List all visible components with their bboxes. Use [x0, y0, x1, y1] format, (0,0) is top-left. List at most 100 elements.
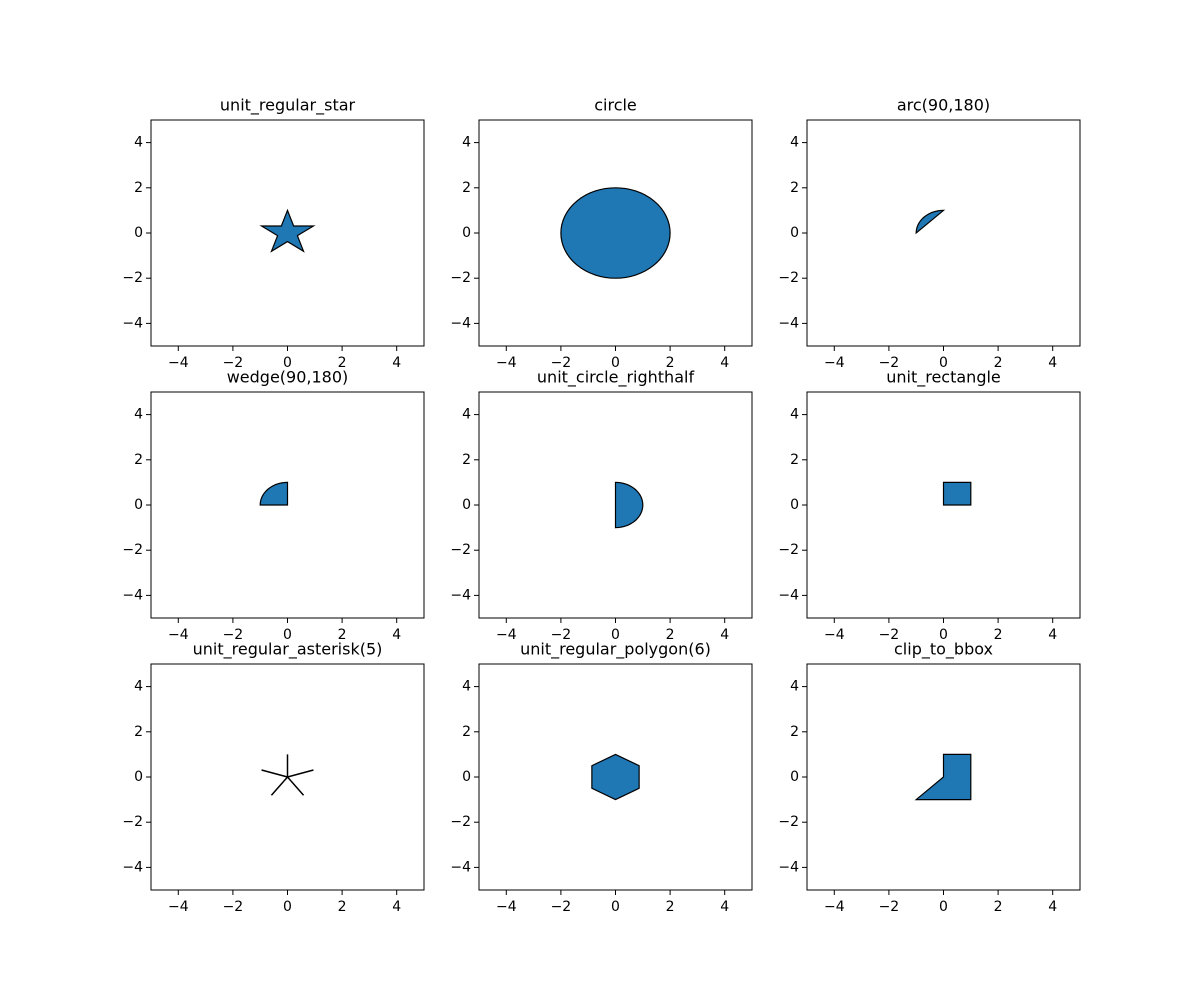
y-tick-label: 4 — [462, 407, 471, 423]
y-tick-label: −2 — [122, 542, 143, 558]
shape — [914, 753, 972, 801]
x-tick-label: −4 — [168, 627, 189, 643]
chart-title: unit_regular_star — [220, 96, 356, 116]
y-tick-label: 4 — [134, 679, 143, 695]
y-tick-label: −2 — [450, 814, 471, 830]
y-tick-label: 2 — [462, 724, 471, 740]
chart-title: unit_rectangle — [886, 368, 1001, 388]
chart-title: circle — [594, 96, 637, 115]
x-tick-label: 2 — [666, 355, 675, 371]
x-tick-label: −2 — [223, 627, 244, 643]
x-tick-label: 2 — [666, 899, 675, 915]
shape — [560, 187, 671, 279]
y-tick-label: −4 — [450, 859, 471, 875]
x-tick-label: 4 — [392, 355, 401, 371]
y-tick-label: 2 — [462, 452, 471, 468]
y-tick-label: 4 — [134, 407, 143, 423]
y-tick-label: 0 — [134, 769, 143, 785]
y-tick-label: 2 — [790, 724, 799, 740]
x-tick-label: −2 — [879, 627, 900, 643]
y-tick-label: 0 — [790, 769, 799, 785]
x-tick-label: 2 — [666, 627, 675, 643]
x-tick-label: −4 — [168, 355, 189, 371]
shape — [614, 481, 644, 529]
x-tick-label: −2 — [223, 899, 244, 915]
x-tick-label: 2 — [994, 355, 1003, 371]
y-tick-label: 2 — [462, 180, 471, 196]
x-tick-label: 0 — [611, 355, 620, 371]
y-tick-label: 4 — [790, 407, 799, 423]
x-tick-label: 0 — [939, 627, 948, 643]
x-tick-label: −4 — [168, 899, 189, 915]
shape — [259, 208, 316, 253]
x-tick-label: 0 — [283, 899, 292, 915]
y-tick-label: −2 — [778, 542, 799, 558]
x-tick-label: 4 — [392, 899, 401, 915]
y-tick-label: −4 — [450, 587, 471, 603]
shape — [591, 753, 640, 801]
y-tick-label: 2 — [134, 724, 143, 740]
x-tick-label: 4 — [1048, 627, 1057, 643]
y-tick-label: −4 — [778, 587, 799, 603]
y-tick-label: 0 — [790, 225, 799, 241]
shape — [915, 209, 946, 235]
x-tick-label: −2 — [879, 355, 900, 371]
x-tick-label: 4 — [1048, 355, 1057, 371]
chart-title: arc(90,180) — [897, 96, 990, 115]
y-tick-label: 4 — [462, 679, 471, 695]
x-tick-label: 2 — [338, 899, 347, 915]
shape — [942, 481, 972, 506]
x-tick-label: 2 — [338, 627, 347, 643]
y-tick-label: 0 — [462, 497, 471, 513]
x-tick-label: 4 — [720, 627, 729, 643]
x-tick-label: 4 — [720, 355, 729, 371]
x-tick-label: 0 — [611, 899, 620, 915]
y-tick-label: 0 — [462, 769, 471, 785]
x-tick-label: 4 — [720, 899, 729, 915]
y-tick-label: 2 — [134, 180, 143, 196]
y-tick-label: −4 — [778, 315, 799, 331]
x-tick-label: −2 — [551, 627, 572, 643]
x-tick-label: −2 — [551, 899, 572, 915]
y-tick-label: 0 — [462, 225, 471, 241]
x-tick-label: 2 — [994, 627, 1003, 643]
y-tick-label: 4 — [790, 135, 799, 151]
x-tick-label: 0 — [283, 627, 292, 643]
spoke — [286, 776, 305, 796]
x-tick-label: 0 — [939, 899, 948, 915]
spoke — [261, 769, 288, 778]
x-tick-label: −4 — [824, 899, 845, 915]
x-tick-label: 0 — [611, 627, 620, 643]
x-tick-label: −2 — [551, 355, 572, 371]
spoke — [287, 769, 314, 778]
y-tick-label: 4 — [462, 135, 471, 151]
y-tick-label: −4 — [122, 315, 143, 331]
y-tick-label: 2 — [790, 452, 799, 468]
y-tick-label: −2 — [778, 814, 799, 830]
chart-title: clip_to_bbox — [894, 640, 993, 660]
y-tick-label: −2 — [450, 542, 471, 558]
y-tick-label: −2 — [122, 270, 143, 286]
y-tick-label: 2 — [790, 180, 799, 196]
chart-title: unit_circle_righthalf — [537, 368, 695, 388]
x-tick-label: 2 — [994, 899, 1003, 915]
y-tick-label: 0 — [134, 225, 143, 241]
x-tick-label: −4 — [496, 627, 517, 643]
y-tick-label: −2 — [778, 270, 799, 286]
y-tick-label: 4 — [790, 679, 799, 695]
x-tick-label: 0 — [283, 355, 292, 371]
chart-title: unit_regular_asterisk(5) — [193, 640, 383, 660]
spoke — [270, 776, 289, 796]
chart-title: unit_regular_polygon(6) — [520, 640, 711, 660]
shape — [259, 481, 289, 506]
y-tick-label: 4 — [134, 135, 143, 151]
x-tick-label: −4 — [496, 899, 517, 915]
x-tick-label: −2 — [223, 355, 244, 371]
y-tick-label: 2 — [134, 452, 143, 468]
x-tick-label: −4 — [496, 355, 517, 371]
x-tick-label: 4 — [1048, 899, 1057, 915]
y-tick-label: −4 — [122, 859, 143, 875]
y-tick-label: 0 — [134, 497, 143, 513]
